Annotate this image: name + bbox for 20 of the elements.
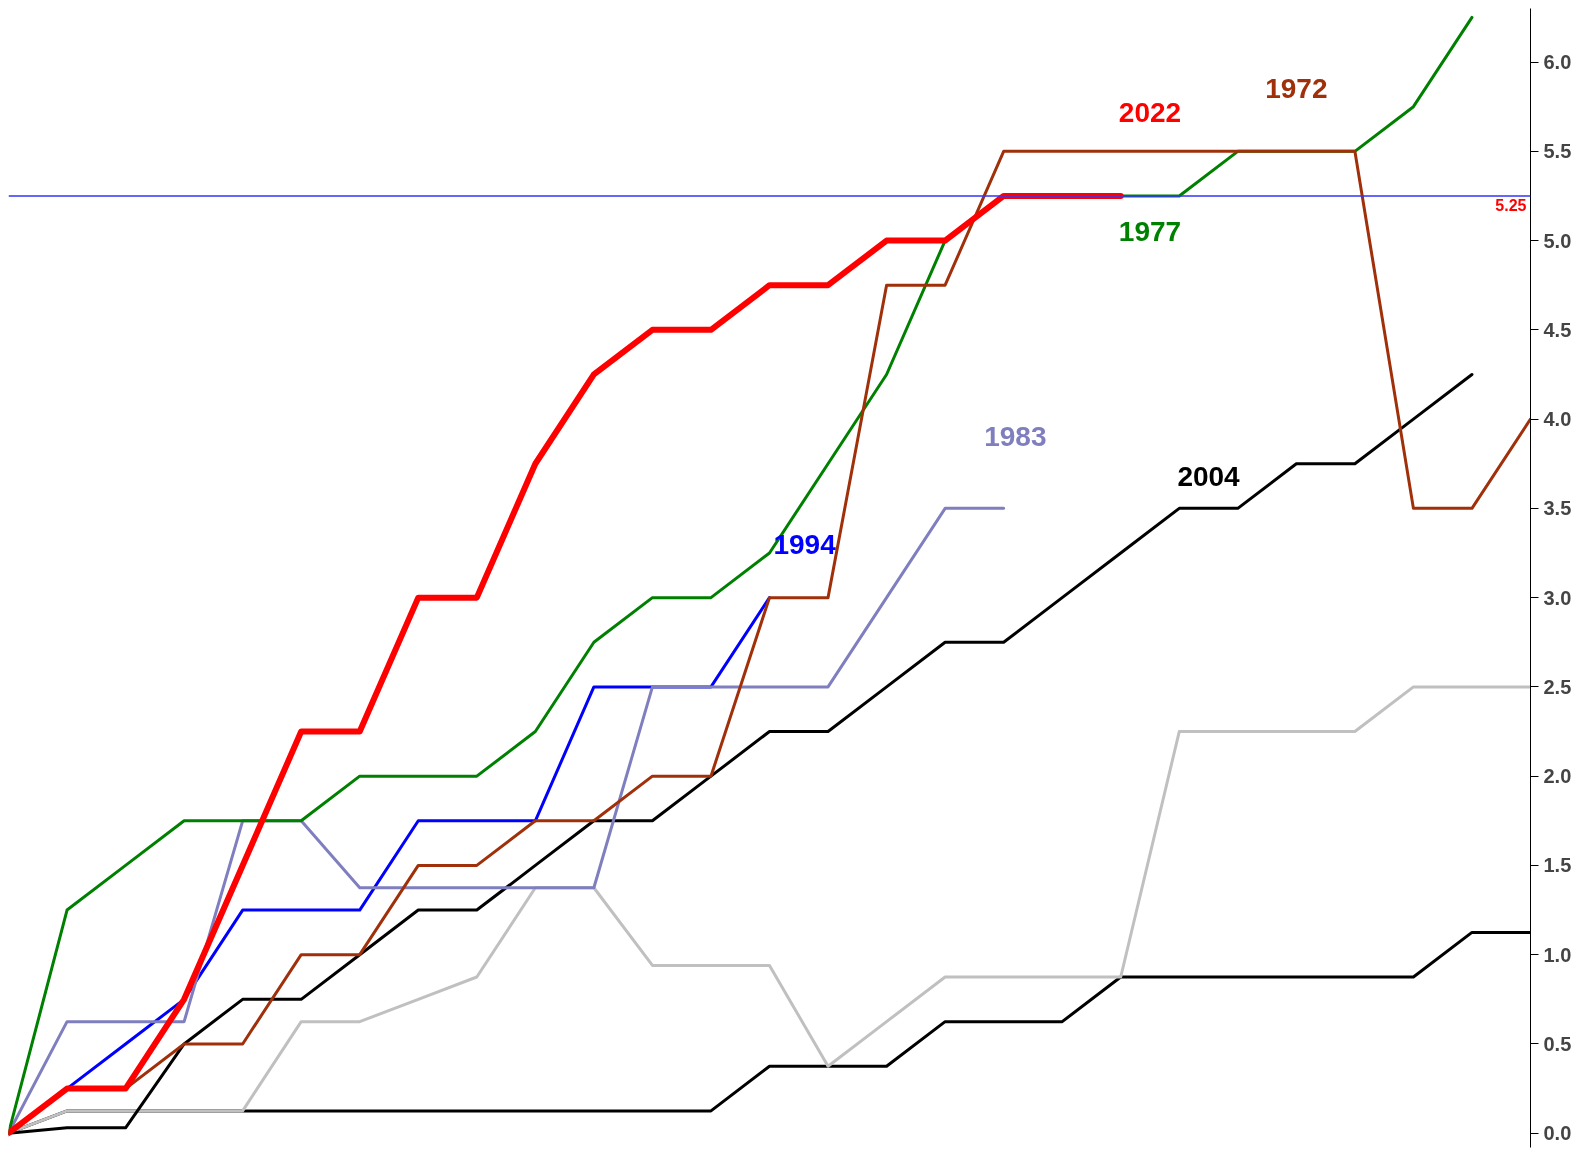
y-tick-label: 5.0 [1543,229,1572,252]
y-tick-label: 0.0 [1543,1122,1572,1145]
ref-line-label: 5.25 [1495,196,1527,214]
y-tick-label: 2.0 [1543,765,1572,788]
series-label: 1994 [773,528,837,560]
y-tick-label: 4.5 [1543,318,1572,341]
y-tick-label: 4.0 [1543,408,1572,431]
y-tick-label: 3.5 [1543,497,1572,520]
text: 2022 [1118,96,1182,128]
y-tick-label: 1.5 [1543,854,1572,877]
series-label: 2004 [1177,460,1241,492]
y-tick-label: 2.5 [1543,675,1572,698]
y-tick-label: 1.0 [1543,943,1572,966]
series-label: 1972 [1265,73,1328,105]
y-tick-label: 6.0 [1543,51,1572,74]
y-tick-label: 3.0 [1543,586,1572,609]
y-tick-label: 5.5 [1543,140,1572,163]
series-label: 1983 [984,421,1047,453]
y-tick-label: 0.5 [1543,1032,1572,1055]
series-label: 1977 [1118,216,1182,248]
